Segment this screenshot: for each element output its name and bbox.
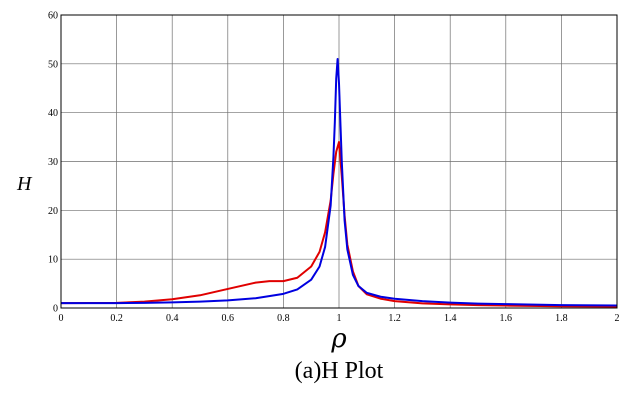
y-tick-label-0: 0 — [53, 304, 58, 315]
x-tick-label-2: 0.4 — [166, 313, 179, 324]
x-tick-label-5: 1 — [337, 313, 342, 324]
x-tick-label-3: 0.6 — [222, 313, 235, 324]
grid — [60, 14, 618, 309]
y-axis-label: H — [16, 173, 33, 195]
x-tick-label-7: 1.4 — [444, 313, 457, 324]
y-tick-label-5: 50 — [48, 59, 58, 70]
chart-caption: (a)H Plot — [295, 358, 384, 384]
y-tick-label-6: 60 — [48, 11, 58, 22]
x-tick-label-1: 0.2 — [110, 313, 123, 324]
x-tick-label-10: 2 — [615, 313, 620, 324]
x-tick-label-4: 0.8 — [277, 313, 290, 324]
x-axis-label: ρ — [330, 324, 347, 354]
plot-frame — [60, 14, 618, 309]
x-tick-label-8: 1.6 — [500, 313, 513, 324]
y-tick-label-4: 40 — [48, 108, 58, 119]
y-tick-label-2: 20 — [48, 206, 58, 217]
x-tick-label-9: 1.8 — [555, 313, 568, 324]
x-tick-labels: 0 0.2 0.4 0.6 0.8 1 1.2 1.4 1.6 1.8 2 — [59, 313, 620, 324]
series-line-0 — [60, 140, 618, 308]
y-tick-labels: 0 10 20 30 40 50 60 — [48, 11, 58, 315]
x-tick-label-0: 0 — [59, 313, 64, 324]
series-line-1 — [61, 57, 618, 307]
series-group — [60, 57, 618, 308]
y-tick-label-3: 30 — [48, 157, 58, 168]
y-tick-label-1: 10 — [48, 255, 58, 266]
x-tick-label-6: 1.2 — [388, 313, 401, 324]
